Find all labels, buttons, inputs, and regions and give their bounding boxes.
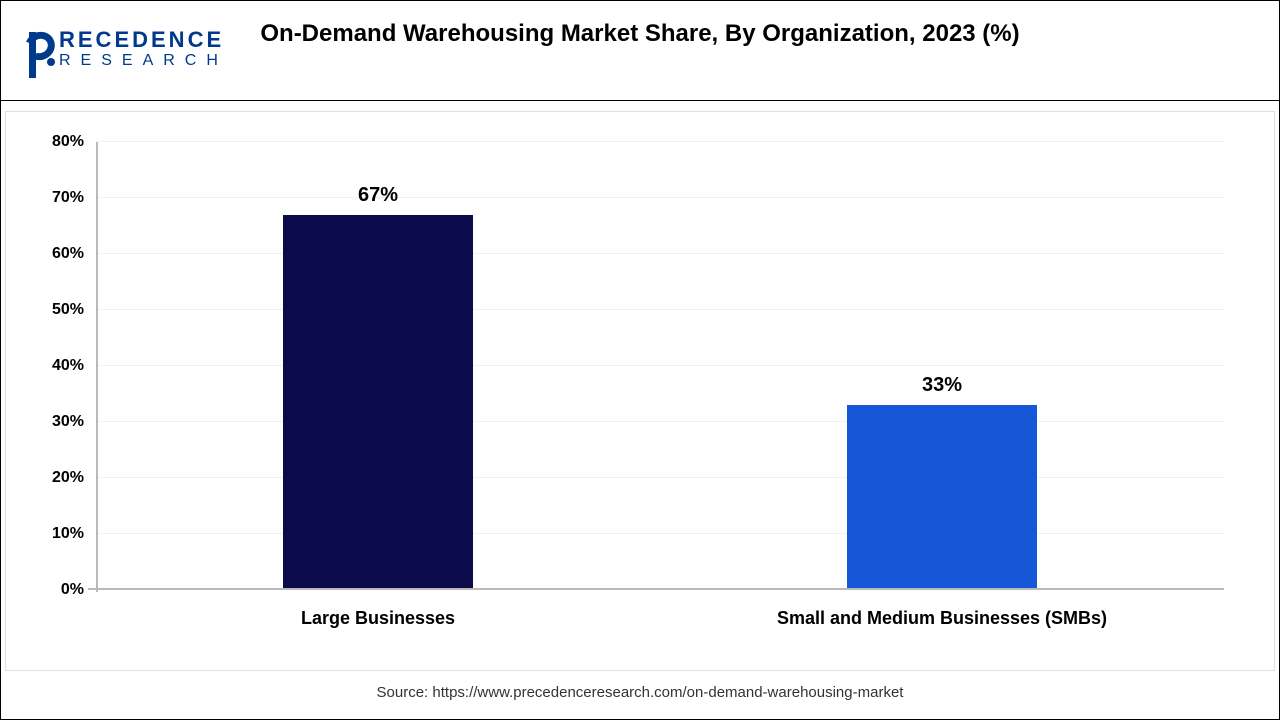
xtick-label: Small and Medium Businesses (SMBs) (777, 608, 1107, 629)
plot-frame: 67%Large Businesses33%Small and Medium B… (5, 111, 1275, 671)
bar-value-label: 67% (358, 184, 398, 207)
logo-text-line2: RESEARCH (59, 52, 228, 70)
ytick-label: 10% (52, 525, 84, 543)
chart-title: On-Demand Warehousing Market Share, By O… (260, 19, 1019, 49)
y-axis (96, 142, 98, 592)
header-band: RECEDENCE RESEARCH On-Demand Warehousing… (1, 1, 1279, 101)
bar-slot: 33%Small and Medium Businesses (SMBs) (660, 142, 1224, 590)
ytick-label: 20% (52, 469, 84, 487)
bar: 67% (283, 215, 473, 590)
bar: 33% (847, 405, 1037, 590)
ytick-label: 0% (61, 581, 84, 599)
ytick-label: 80% (52, 133, 84, 151)
source-line: Source: https://www.precedenceresearch.c… (1, 684, 1279, 701)
ytick-label: 60% (52, 245, 84, 263)
xtick-label: Large Businesses (301, 608, 455, 629)
chart-title-wrap: On-Demand Warehousing Market Share, By O… (1, 19, 1279, 49)
ytick-label: 70% (52, 189, 84, 207)
ytick-label: 50% (52, 301, 84, 319)
x-axis (88, 588, 1224, 590)
plot-area: 67%Large Businesses33%Small and Medium B… (96, 142, 1224, 590)
outer-frame: RECEDENCE RESEARCH On-Demand Warehousing… (0, 0, 1280, 720)
ytick-label: 40% (52, 357, 84, 375)
ytick-label: 30% (52, 413, 84, 431)
bars-container: 67%Large Businesses33%Small and Medium B… (96, 142, 1224, 590)
bar-slot: 67%Large Businesses (96, 142, 660, 590)
bar-value-label: 33% (922, 374, 962, 397)
